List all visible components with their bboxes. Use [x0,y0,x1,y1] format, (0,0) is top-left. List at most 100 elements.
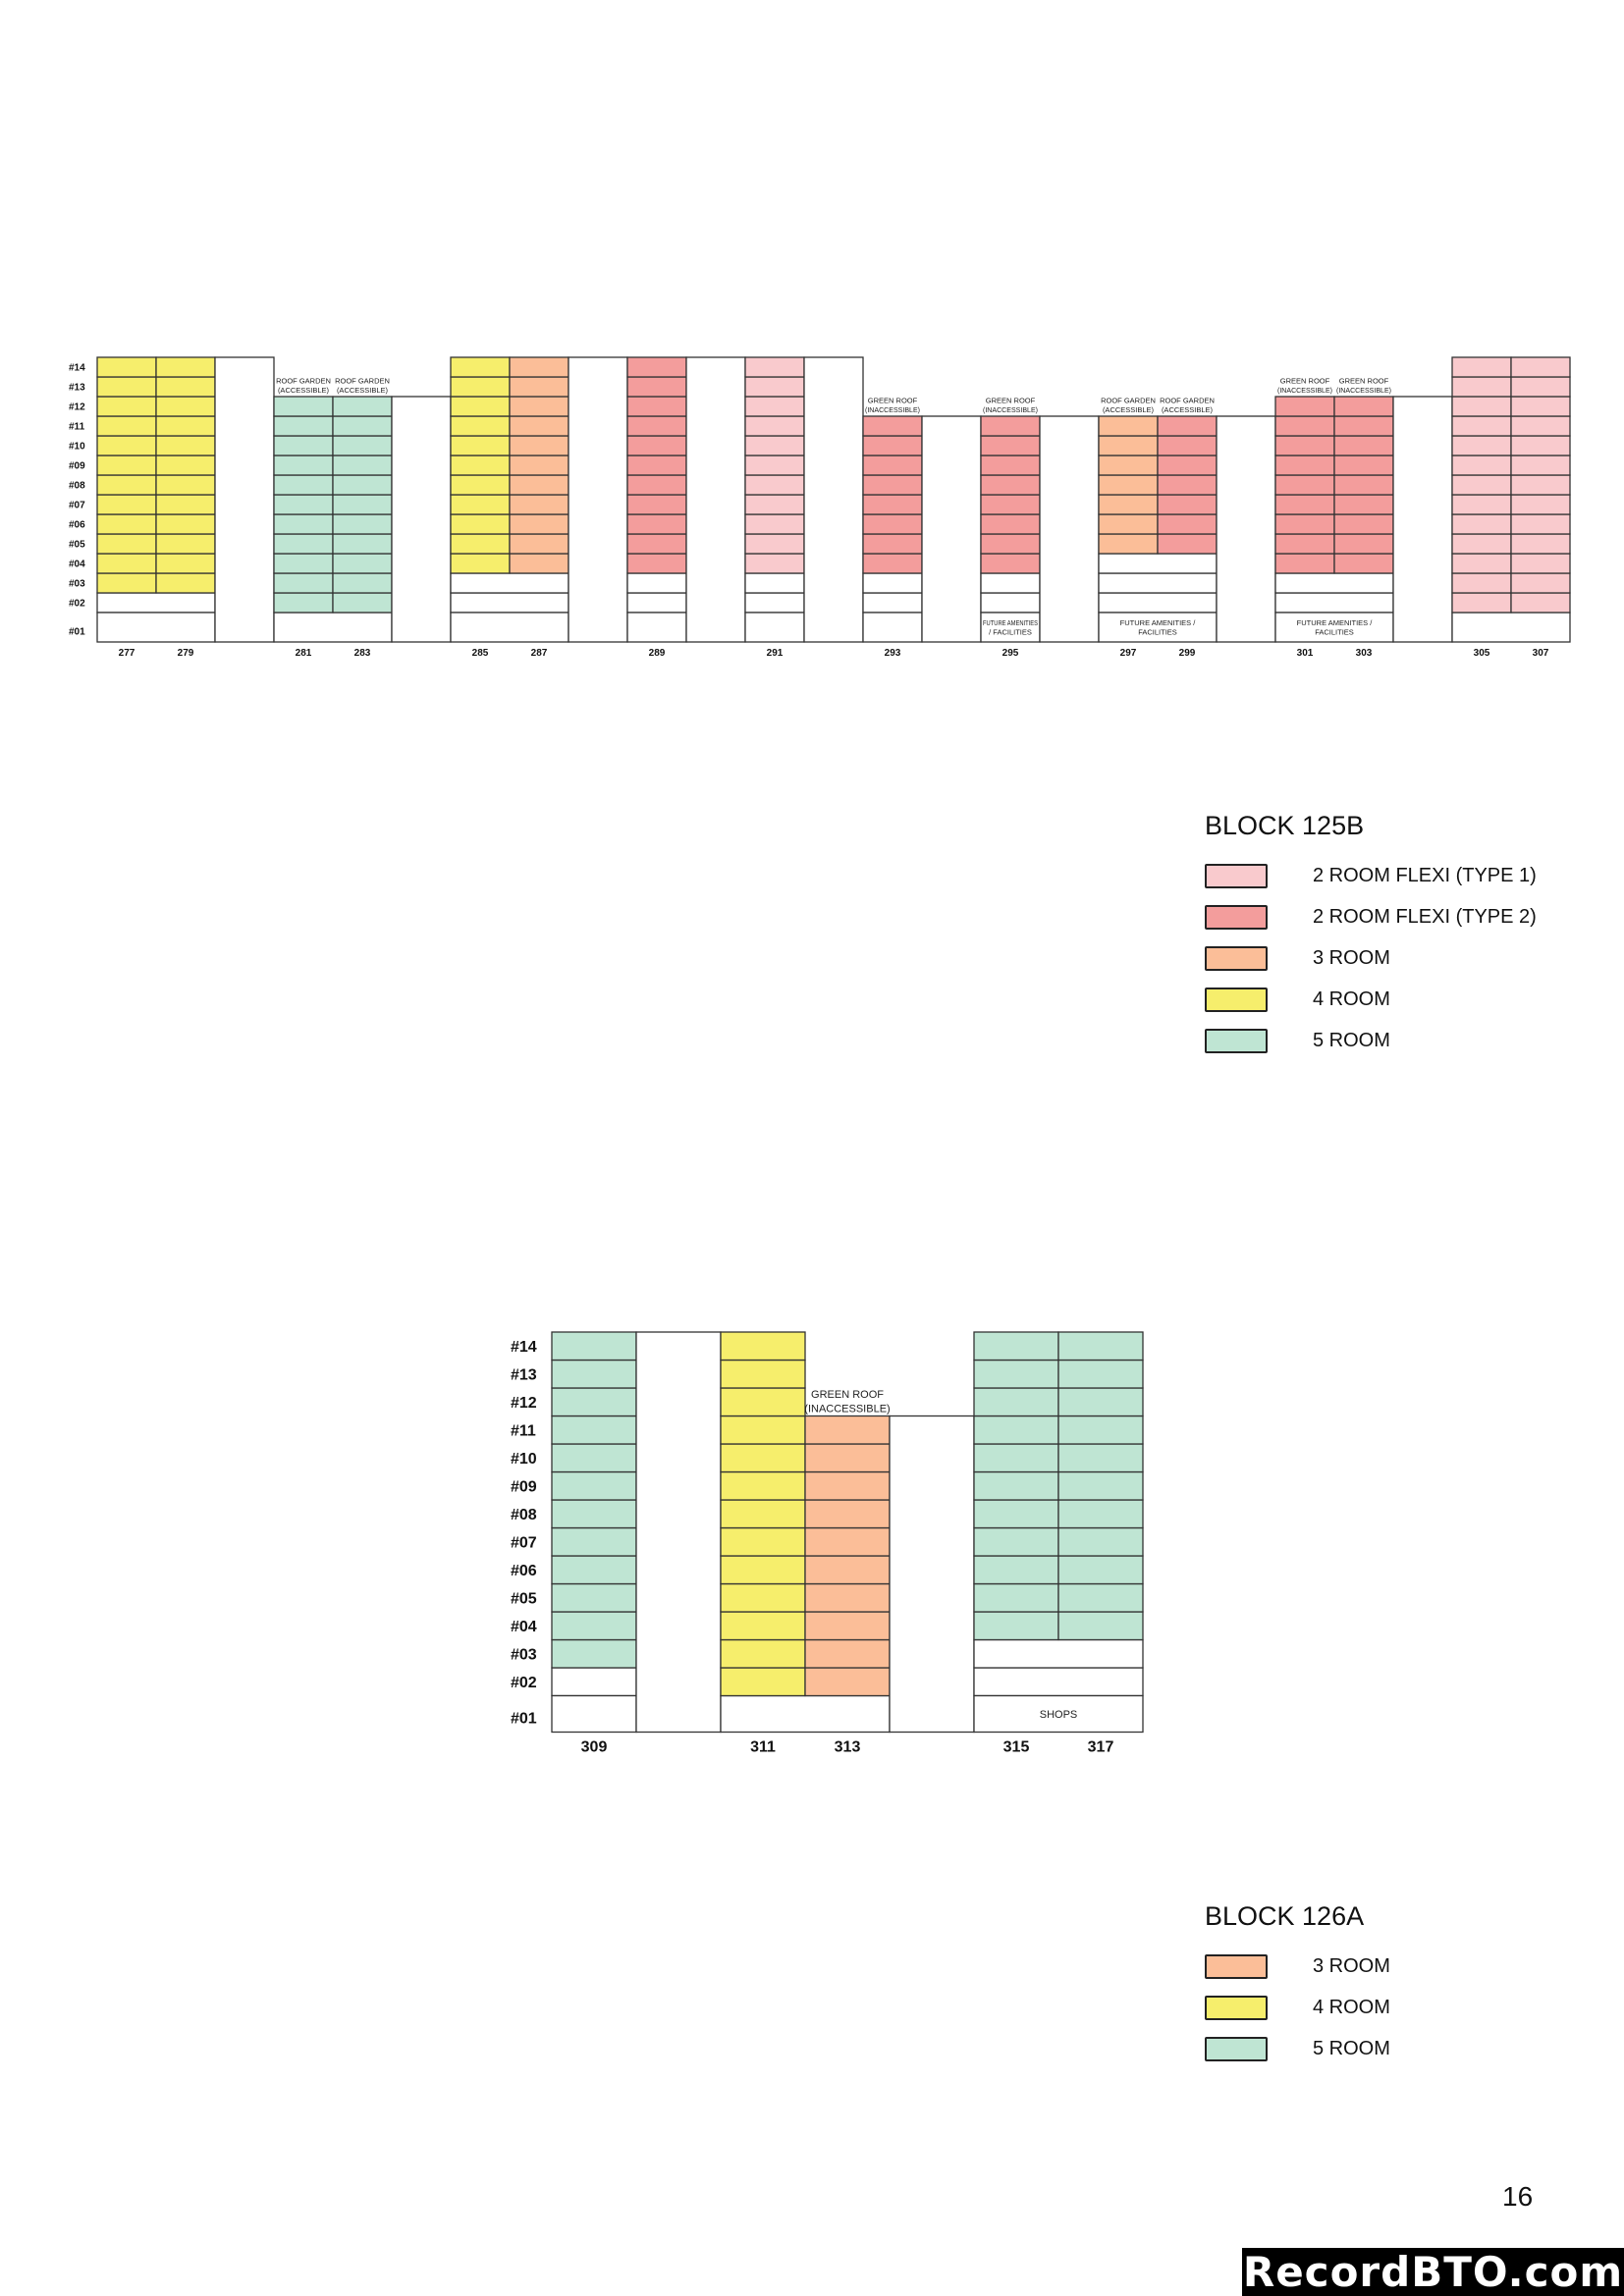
unit-309-floor [551,1611,637,1641]
unit-number: 293 [885,648,901,659]
floor-label: #02 [69,599,85,610]
legend-item: 4 ROOM [1205,979,1390,1020]
unit-283-floor [332,474,393,496]
unit-301-floor [1274,513,1335,535]
unit-285-floor [450,454,511,476]
unit-283-floor [332,553,393,574]
unit-305-floor [1451,435,1512,456]
floor-label: #04 [69,560,85,570]
unit-291-floor [744,494,805,515]
legend-title: BLOCK 126A [1205,1901,1365,1931]
unit-281-floor [273,592,334,614]
unit-315-floor [973,1331,1059,1362]
unit-287-floor [509,494,569,515]
unit-307-floor [1510,454,1571,476]
unit-number: 307 [1533,648,1549,659]
roof-label: (ACCESSIBLE) [278,386,330,395]
unit-283-floor [332,396,393,417]
ground-floor-label: SHOPS [1040,1709,1078,1721]
unit-307-floor [1510,435,1571,456]
unit-281-floor [273,435,334,456]
unit-313-floor [804,1611,891,1641]
unit-number: 285 [472,648,489,659]
unit-313-floor [804,1555,891,1585]
unit-317-floor [1057,1470,1144,1501]
unit-297-floor [1098,474,1159,496]
floor-label: #13 [69,383,85,394]
unit-283-floor [332,533,393,555]
unit-309-floor [551,1443,637,1473]
unit-number: 283 [354,648,371,659]
unit-309-floor [551,1387,637,1417]
floor-label: #04 [511,1619,537,1635]
unit-297-floor [1098,454,1159,476]
unit-number: 297 [1120,648,1137,659]
unit-301-floor [1274,435,1335,456]
unit-291-floor [744,474,805,496]
unit-311-floor [720,1331,806,1362]
unit-277-floor [96,356,157,378]
unit-291-floor [744,454,805,476]
unit-291-floor [744,553,805,574]
unit-285-floor [450,415,511,437]
unit-301-floor [1274,553,1335,574]
floor-label: #08 [69,481,85,492]
unit-281-floor [273,513,334,535]
roof-label: GREEN ROOF [811,1389,884,1401]
unit-293-floor [862,513,923,535]
ground-floor-label: FUTURE AMENITIES / [1120,618,1197,627]
floor-label: #11 [69,422,85,433]
unit-305-floor [1451,592,1512,614]
unit-295-floor [980,513,1041,535]
unit-315-floor [973,1526,1059,1557]
legend-swatch [1205,863,1268,888]
ground-floor [1098,612,1218,643]
legend-label: 2 ROOM FLEXI (TYPE 1) [1313,864,1537,886]
legend-swatch [1205,1953,1268,1979]
unit-287-floor [509,356,569,378]
roof-label: (INACCESSIBLE) [1277,386,1332,395]
legend-swatch [1205,1995,1268,2020]
unit-307-floor [1510,356,1571,378]
legend-title: BLOCK 125B [1205,811,1365,840]
legend-label: 5 ROOM [1313,2037,1390,2059]
unit-287-floor [509,376,569,398]
floor-label: #03 [69,579,85,590]
unit-311-floor [720,1638,806,1669]
unit-313-floor [804,1667,891,1697]
unit-285-floor [450,513,511,535]
unit-301-floor [1274,533,1335,555]
unit-303-floor [1333,435,1394,456]
unit-277-floor [96,376,157,398]
unit-305-floor [1451,474,1512,496]
unit-281-floor [273,572,334,594]
unit-299-floor [1157,533,1218,555]
unit-303-floor [1333,415,1394,437]
unit-number: 313 [835,1739,861,1756]
unit-289-floor [626,533,687,555]
unit-305-floor [1451,513,1512,535]
unit-295-floor [980,533,1041,555]
unit-277-floor [96,553,157,574]
non-residential-floor [862,572,923,594]
unit-295-floor [980,553,1041,574]
unit-291-floor [744,376,805,398]
unit-313-floor [804,1638,891,1669]
unit-283-floor [332,435,393,456]
legend-swatch [1205,945,1268,971]
unit-313-floor [804,1470,891,1501]
unit-number: 295 [1002,648,1019,659]
unit-277-floor [96,396,157,417]
legend-label: 4 ROOM [1313,1996,1390,2018]
unit-277-floor [96,435,157,456]
unit-281-floor [273,454,334,476]
unit-299-floor [1157,494,1218,515]
ground-floor [450,612,569,643]
ground-floor [1274,612,1394,643]
non-residential-floor [96,592,216,614]
roof-label: (INACCESSIBLE) [865,405,920,414]
unit-303-floor [1333,553,1394,574]
non-residential-floor [744,572,805,594]
unit-311-floor [720,1526,806,1557]
